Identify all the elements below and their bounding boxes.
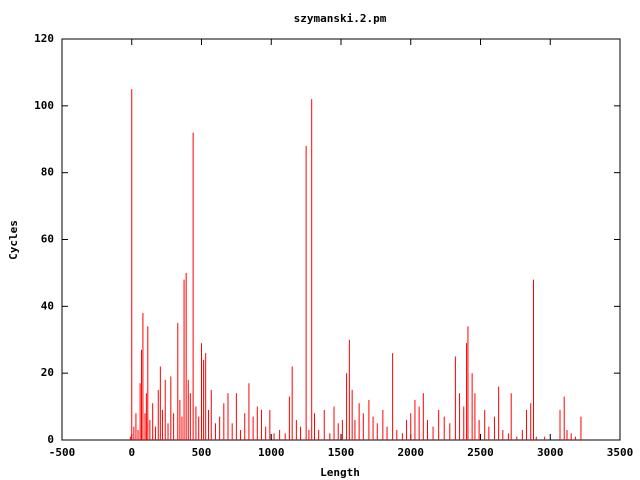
y-tick-label: 60 (41, 233, 54, 246)
y-tick-label: 100 (34, 99, 54, 112)
x-tick-label: 2000 (398, 446, 425, 459)
x-axis-label: Length (320, 466, 360, 479)
y-tick-label: 80 (41, 166, 54, 179)
x-tick-label: 1500 (328, 446, 355, 459)
y-tick-label: 20 (41, 366, 54, 379)
y-tick-label: 120 (34, 32, 54, 45)
y-tick-label: 0 (47, 433, 54, 446)
x-tick-label: 1000 (258, 446, 285, 459)
y-tick-label: 40 (41, 299, 54, 312)
y-axis-label: Cycles (7, 220, 20, 260)
x-tick-label: 3500 (607, 446, 634, 459)
x-tick-label: 500 (192, 446, 212, 459)
x-tick-label: 0 (128, 446, 135, 459)
x-tick-label: -500 (49, 446, 76, 459)
x-tick-label: 3000 (537, 446, 564, 459)
x-tick-label: 2500 (467, 446, 494, 459)
chart-title: szymanski.2.pm (294, 12, 387, 25)
